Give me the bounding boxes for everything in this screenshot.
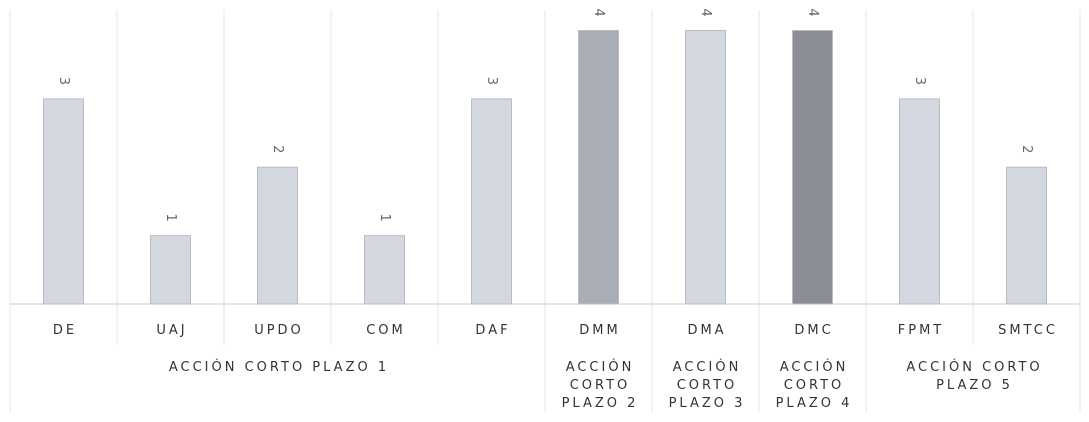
bar-dma [685,30,726,305]
category-label-dmc: DMC [794,323,833,338]
group-label-5: ACCIÓN CORTO PLAZO 5 [906,359,1042,393]
data-label-smtcc: 2 [1019,145,1034,153]
group-label-2: ACCIÓN CORTO PLAZO 2 [562,359,639,411]
data-label-dma: 4 [698,8,713,16]
data-label-de: 3 [56,77,71,85]
bar-de [43,98,84,305]
data-labels: 3 1 2 1 3 4 4 4 3 2 [56,8,1034,221]
category-label-updo: UPDO [254,323,304,338]
category-separators [9,10,1081,412]
group-label-1: ACCIÓN CORTO PLAZO 1 [169,359,389,375]
data-label-com: 1 [377,213,392,221]
category-label-uaj: UAJ [156,323,187,338]
bars [43,30,1047,305]
category-label-fpmt: FPMT [898,323,944,338]
bar-uaj [150,235,191,305]
group-label-3: ACCIÓN CORTO PLAZO 3 [669,359,746,411]
data-label-fpmt: 3 [912,77,927,85]
category-labels: DE UAJ UPDO COM DAF DMM DMA DMC FPMT SMTCC [53,323,1058,338]
bar-com [364,235,405,305]
category-label-smtcc: SMTCC [998,323,1058,338]
bar-fpmt [899,98,940,305]
category-label-dma: DMA [687,323,726,338]
bar-dmc [792,30,833,305]
bar-daf [471,98,512,305]
bar-updo [257,166,298,305]
bar-smtcc [1006,166,1047,305]
category-label-de: DE [53,323,77,338]
data-label-uaj: 1 [163,213,178,221]
data-label-dmm: 4 [591,8,606,16]
bar-dmm [578,30,619,305]
data-label-updo: 2 [270,145,285,153]
category-label-daf: DAF [475,323,510,338]
category-label-dmm: DMM [579,323,620,338]
group-labels: ACCIÓN CORTO PLAZO 1 ACCIÓN CORTO PLAZO 2 AC… [169,359,1042,411]
data-label-daf: 3 [484,77,499,85]
category-label-com: COM [366,323,406,338]
data-label-dmc: 4 [805,8,820,16]
group-label-4: ACCIÓN CORTO PLAZO 4 [776,359,853,411]
